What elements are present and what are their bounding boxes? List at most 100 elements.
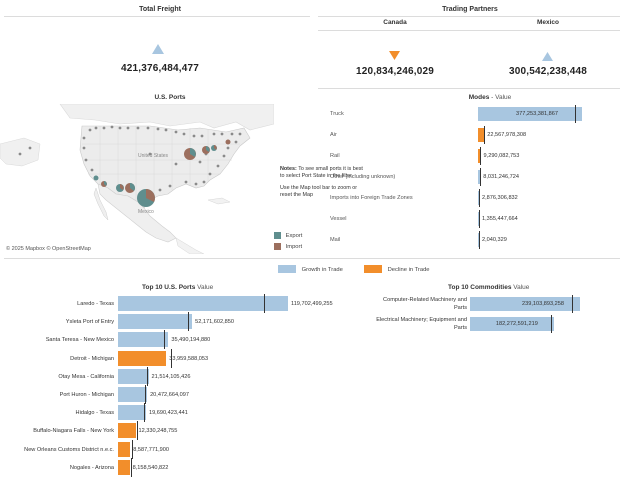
modes-row-label: Mail	[330, 237, 341, 243]
triangle-up-icon	[542, 52, 553, 61]
port-bar	[118, 405, 146, 421]
growth-legend: Growth in Trade	[278, 265, 343, 273]
kpi-divider	[4, 16, 310, 17]
port-pie-marker[interactable]	[125, 183, 136, 193]
port-pie-marker[interactable]	[184, 148, 196, 160]
modes-reference-line	[478, 189, 480, 207]
notes-line-1: To see small ports it is best to select …	[280, 166, 363, 179]
port-row-label: Detroit - Michigan	[70, 355, 114, 362]
port-value-label: 8,158,540,822	[132, 464, 169, 471]
port-bar	[118, 296, 288, 311]
growth-label: Growth in Trade	[301, 266, 343, 273]
export-swatch	[274, 232, 281, 239]
commodity-row-label-line2: Parts	[453, 305, 467, 311]
canada-label: Canada	[383, 19, 407, 26]
port-pie-marker[interactable]	[93, 175, 99, 181]
modes-bar	[478, 128, 485, 142]
modes-bar	[478, 233, 479, 247]
modes-value-label: 377,253,381,867	[516, 111, 558, 117]
port-reference-line	[144, 385, 146, 404]
port-row-label: Ysleta Port of Entry	[65, 319, 114, 326]
decline-swatch	[364, 265, 382, 273]
modes-value-label: 22,567,978,308	[487, 132, 527, 138]
canada-value: 120,834,246,029	[355, 66, 435, 77]
modes-reference-line	[480, 147, 482, 165]
port-value-label: 12,330,248,755	[138, 428, 178, 435]
modes-value-label: 2,876,306,832	[482, 195, 518, 201]
top-ports-chart: Laredo - Texas 119,702,499,255 Ysleta Port…	[0, 294, 350, 477]
commodity-value-label: 182,272,591,219	[495, 321, 538, 327]
port-row-label: Port Huron - Michigan	[59, 392, 114, 398]
port-value-label: 119,702,499,255	[291, 301, 333, 307]
modes-title: Modes - Value	[430, 94, 550, 101]
top-ports-title-text: Top 10 U.S. Ports	[142, 284, 196, 291]
port-bar	[118, 332, 169, 348]
modes-reference-line	[483, 126, 485, 144]
port-value-label: 52,171,602,850	[195, 319, 234, 326]
port-value-label: 8,587,771,900	[133, 446, 169, 453]
export-label: Export	[285, 233, 303, 240]
decline-label: Decline in Trade	[387, 266, 430, 273]
modes-bar	[478, 191, 479, 205]
commodity-row-label-line1: Electrical Machinery; Equipment and	[376, 317, 467, 323]
commodity-bar	[470, 297, 580, 311]
port-value-label: 33,959,588,053	[169, 355, 209, 362]
modes-value-label: 1,355,447,664	[482, 216, 518, 222]
port-reference-line	[131, 457, 133, 477]
commodity-bar	[470, 317, 554, 331]
port-row-label: Hidalgo - Texas	[75, 410, 114, 417]
port-reference-line	[132, 439, 134, 459]
decline-legend: Decline in Trade	[364, 265, 430, 273]
port-pie-marker[interactable]	[225, 139, 231, 145]
port-row-label: Buffalo-Niagara Falls - New York	[33, 428, 114, 435]
modes-bar	[478, 170, 481, 184]
port-reference-line	[187, 312, 189, 332]
modes-reference-line	[574, 105, 576, 123]
top-commodities-title-suffix: Value	[511, 284, 530, 291]
commodity-row-label-line1: Computer-Related Machinery and	[383, 297, 467, 303]
modes-row-label: Vessel	[330, 216, 347, 222]
port-value-label: 20,472,664,097	[150, 392, 189, 398]
port-bar	[118, 368, 149, 384]
port-pie-marker[interactable]	[116, 184, 124, 192]
top-commodities-title: Top 10 Commodities Value	[448, 284, 588, 291]
port-reference-line	[147, 366, 149, 386]
port-value-label: 19,690,423,441	[148, 410, 188, 417]
total-freight-title: Total Freight	[139, 6, 181, 13]
port-bar	[118, 350, 167, 366]
port-row-label: Santa Teresa - New Mexico	[45, 337, 114, 344]
modes-reference-line	[478, 231, 480, 249]
modes-row-label: Other (including unknown)	[330, 174, 396, 180]
port-pie-marker[interactable]	[101, 181, 107, 187]
map-legend-export: Export	[274, 232, 302, 239]
map-label-mexico: Mexico	[138, 209, 154, 215]
mexico-value: 300,542,238,448	[508, 66, 588, 77]
modes-title-text: Modes	[468, 94, 490, 101]
modes-reference-line	[478, 210, 480, 228]
port-pie-marker[interactable]	[211, 145, 217, 151]
notes-line-2: Use the Map tool bar to zoom or reset th…	[280, 185, 358, 198]
port-reference-line	[144, 403, 145, 423]
port-row-label: Otay Mesa - California	[58, 373, 114, 380]
port-bar	[118, 441, 131, 457]
port-pie-marker[interactable]	[137, 189, 155, 207]
modes-title-suffix: - Value	[489, 94, 512, 101]
total-freight-value: 421,376,484,477	[120, 63, 200, 74]
mexico-label: Mexico	[536, 19, 560, 26]
modes-divider	[318, 88, 620, 89]
modes-reference-line	[480, 168, 482, 186]
map-title: U.S. Ports	[154, 94, 186, 101]
section-divider	[4, 258, 620, 259]
port-reference-line	[264, 294, 266, 313]
port-pie-marker[interactable]	[202, 146, 210, 154]
port-row-label: Laredo - Texas	[77, 301, 114, 307]
modes-row-label: Rail	[330, 153, 340, 159]
port-bar	[118, 314, 193, 330]
modes-chart: Truck 377,253,381,867 Air 22,567,978,308 Rai…	[330, 104, 620, 254]
triangle-down-icon	[389, 51, 400, 60]
map-view[interactable]	[0, 104, 274, 254]
port-reference-line	[164, 330, 166, 350]
port-reference-line	[171, 348, 173, 368]
commodity-reference-line	[572, 295, 574, 313]
modes-bar	[478, 212, 479, 226]
